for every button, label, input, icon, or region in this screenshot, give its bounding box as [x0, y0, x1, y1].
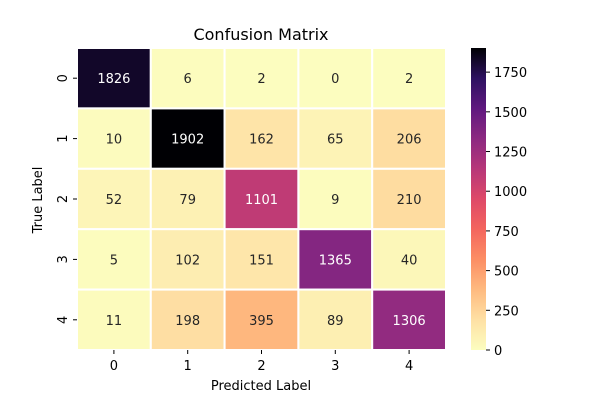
- heatmap-cell-4-2: [223, 288, 300, 352]
- cell-value-label: 1365: [319, 253, 352, 268]
- y-tick-label: 3: [56, 255, 71, 263]
- heatmap-cell-4-1: [149, 288, 226, 352]
- cell-value-label: 210: [397, 193, 422, 208]
- colorbar-ticks: 0 250 500 750 1000 1250 1500 1750: [486, 66, 527, 359]
- colorbar-tick-label: 1500: [494, 106, 527, 121]
- cell-value-label: 1101: [245, 193, 278, 208]
- cell-value-label: 10: [106, 133, 123, 148]
- colorbar-tick-label: 750: [494, 225, 519, 240]
- heatmap-cell-3-3: [297, 228, 374, 291]
- y-tick-label: 2: [56, 195, 71, 203]
- x-tick-label: 3: [331, 359, 339, 374]
- x-tick-label: 4: [405, 359, 413, 374]
- cell-value-label: 198: [175, 314, 200, 329]
- cell-value-label: 151: [249, 253, 274, 268]
- chart-title: Confusion Matrix: [193, 25, 328, 44]
- cell-value-label: 395: [249, 314, 274, 329]
- colorbar-tick-label: 1000: [494, 185, 527, 200]
- cell-value-label: 206: [397, 133, 422, 148]
- cell-value-label: 0: [331, 72, 339, 87]
- heatmap-cell-1-2: [223, 107, 300, 170]
- cell-value-label: 89: [327, 314, 344, 329]
- heatmap-cell-0-1: [149, 47, 226, 110]
- cell-value-label: 162: [249, 133, 274, 148]
- cell-value-label: 2: [405, 72, 413, 87]
- cell-value-label: 65: [327, 133, 344, 148]
- colorbar-tick-label: 250: [494, 304, 519, 319]
- cell-value-label: 2: [257, 72, 265, 87]
- cell-value-label: 40: [401, 253, 418, 268]
- heatmap-cell-1-4: [371, 107, 448, 170]
- y-axis-label: True Label: [31, 167, 46, 235]
- colorbar-tick-label: 1250: [494, 146, 527, 161]
- x-axis-ticks: 0 1 2 3 4: [110, 350, 413, 374]
- cell-value-label: 5: [110, 253, 118, 268]
- cell-value-label: 52: [106, 193, 123, 208]
- cell-value-label: 79: [179, 193, 196, 208]
- x-tick-label: 2: [257, 359, 265, 374]
- colorbar: [471, 48, 486, 350]
- colorbar-tick-label: 500: [494, 265, 519, 280]
- y-tick-label: 4: [56, 316, 71, 324]
- heatmap-cells: [76, 47, 448, 352]
- heatmap-cell-3-4: [371, 228, 448, 291]
- x-axis-label: Predicted Label: [211, 379, 311, 394]
- y-axis-ticks: 0 1 2 3 4: [56, 74, 77, 324]
- cell-value-label: 1306: [393, 314, 426, 329]
- heatmap-cell-3-1: [149, 228, 226, 291]
- cell-value-label: 1826: [97, 72, 130, 87]
- y-tick-label: 1: [56, 134, 71, 142]
- x-tick-label: 1: [184, 359, 192, 374]
- heatmap-cell-2-1: [149, 167, 226, 231]
- cell-value-label: 9: [331, 193, 339, 208]
- cell-value-label: 6: [184, 72, 192, 87]
- x-tick-label: 0: [110, 359, 118, 374]
- cell-value-label: 11: [106, 314, 123, 329]
- colorbar-tick-label: 0: [494, 344, 502, 359]
- y-tick-label: 0: [56, 74, 71, 82]
- colorbar-tick-label: 1750: [494, 66, 527, 81]
- heatmap-cell-2-3: [297, 167, 374, 231]
- cell-value-label: 1902: [171, 133, 204, 148]
- cell-value-label: 102: [175, 253, 200, 268]
